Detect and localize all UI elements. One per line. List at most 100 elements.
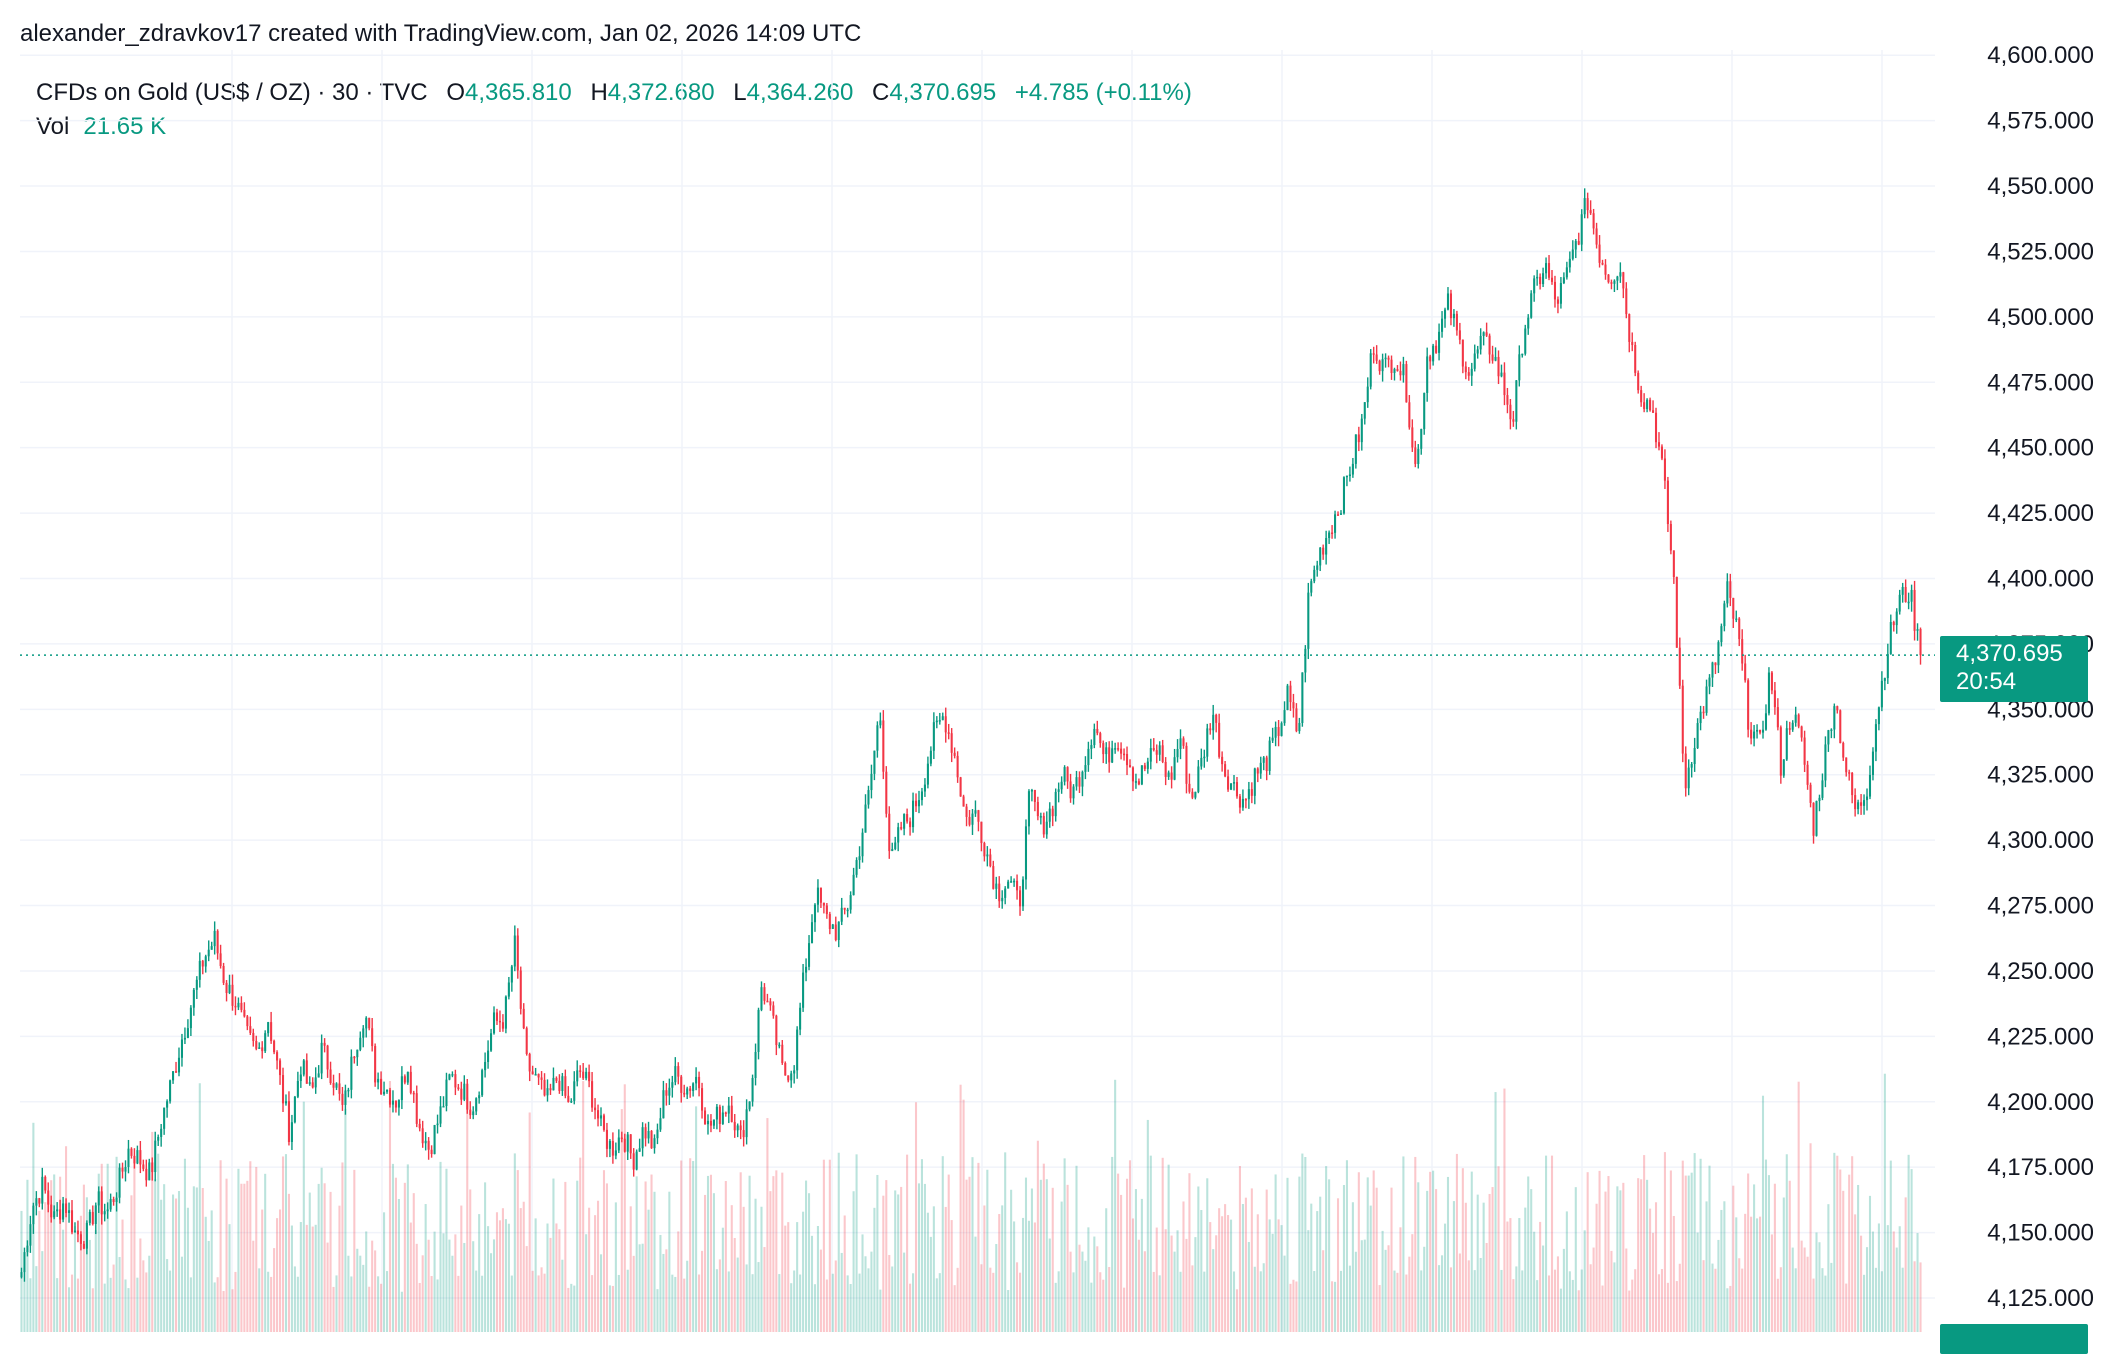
candle-body	[44, 1176, 47, 1191]
candle-body	[989, 854, 992, 867]
volume-bar	[1102, 1279, 1105, 1332]
candle-body	[1800, 726, 1803, 738]
volume-bar	[1702, 1260, 1705, 1332]
candle-body	[742, 1130, 745, 1138]
candle-body	[41, 1176, 44, 1204]
volume-bar	[1114, 1079, 1117, 1332]
volume-bar	[638, 1244, 641, 1332]
candle-body	[142, 1164, 145, 1169]
volume-bar	[1227, 1215, 1230, 1332]
candle-body	[558, 1080, 561, 1091]
candle-body	[258, 1047, 261, 1049]
price-tick-label: 4,150.000	[1987, 1220, 2094, 1247]
volume-bar	[320, 1167, 323, 1332]
volume-bar	[160, 1199, 163, 1332]
volume-bar	[267, 1271, 270, 1332]
volume-bar	[1417, 1182, 1420, 1332]
candle-body	[1164, 761, 1167, 777]
candle-body	[733, 1121, 736, 1131]
volume-bar	[1678, 1263, 1681, 1332]
volume-bar	[846, 1275, 849, 1332]
volume-bar	[1640, 1179, 1643, 1332]
volume-bar	[1812, 1278, 1815, 1332]
candle-body	[1868, 774, 1872, 797]
volume-bar	[1818, 1242, 1821, 1332]
candle-body	[1717, 642, 1720, 666]
volume-bar	[1690, 1172, 1693, 1332]
candle-body	[1185, 745, 1188, 784]
candle-body	[935, 720, 938, 723]
volume-bar	[1747, 1173, 1750, 1332]
candle-body	[1259, 762, 1262, 774]
volume-bar	[1120, 1194, 1123, 1332]
candle-body	[757, 1009, 760, 1052]
candle-body	[1244, 798, 1247, 801]
candle-body	[1910, 589, 1913, 602]
candle-body	[564, 1076, 567, 1096]
candle-body	[894, 842, 897, 849]
candle-body	[950, 733, 953, 753]
volume-bar	[1521, 1270, 1524, 1332]
volume-bar	[1824, 1275, 1827, 1332]
volume-bar	[1351, 1202, 1354, 1332]
change-value: +4.785 (+0.11%)	[1014, 79, 1192, 106]
candle-body	[380, 1078, 383, 1095]
volume-bar	[929, 1236, 932, 1332]
volume-bar	[305, 1224, 308, 1332]
candle-body	[1084, 765, 1087, 772]
volume-bar	[894, 1190, 897, 1332]
candle-body	[965, 806, 968, 817]
volume-bar	[971, 1157, 974, 1332]
candle-body	[1298, 722, 1301, 732]
volume-bar	[698, 1274, 701, 1332]
candle-body	[1438, 331, 1441, 353]
candle-body	[1295, 708, 1298, 732]
volume-bar	[418, 1282, 421, 1332]
volume-bar	[148, 1255, 151, 1332]
volume-bar	[365, 1231, 368, 1332]
volume-bar	[1854, 1214, 1857, 1332]
volume-bar	[1280, 1225, 1283, 1332]
candle-body	[1607, 274, 1610, 283]
candle-body	[1761, 729, 1765, 733]
volume-bar	[166, 1259, 169, 1332]
volume-bar	[85, 1197, 88, 1332]
volume-bar	[1851, 1156, 1854, 1332]
candle-body	[1066, 767, 1069, 782]
candle-body	[1586, 198, 1589, 211]
volume-bar	[1619, 1190, 1622, 1332]
candle-body	[531, 1071, 534, 1075]
volume-bar	[1215, 1235, 1218, 1332]
volume-bar	[1625, 1248, 1628, 1332]
volume-bar	[1699, 1158, 1702, 1332]
candle-body	[82, 1243, 85, 1249]
candle-body	[109, 1199, 112, 1210]
candle-body	[377, 1078, 380, 1083]
volume-bar	[213, 1282, 216, 1332]
volume-bar	[1235, 1289, 1239, 1332]
close-label: C	[872, 79, 890, 106]
volume-bar	[1779, 1267, 1782, 1332]
candle-body	[1182, 738, 1185, 746]
candle-body	[1865, 796, 1869, 801]
volume-bar	[617, 1274, 620, 1332]
candle-body	[513, 935, 516, 967]
volume-bar	[564, 1181, 567, 1332]
volume-bar	[183, 1158, 186, 1332]
volume-bar	[231, 1289, 234, 1332]
volume-bar	[552, 1178, 555, 1332]
candle-body	[344, 1090, 347, 1105]
volume-bar	[368, 1286, 371, 1332]
candle-body	[1500, 372, 1503, 377]
volume-bar	[1378, 1285, 1381, 1332]
volume-bar	[665, 1249, 668, 1332]
volume-bar	[1809, 1143, 1812, 1332]
candle-body	[1833, 706, 1836, 730]
candle-body	[698, 1076, 701, 1089]
volume-bar	[1010, 1189, 1013, 1332]
candle-body	[1414, 447, 1417, 464]
candle-body	[1776, 707, 1779, 728]
volume-bar	[1357, 1172, 1360, 1332]
volume-bar	[709, 1174, 713, 1332]
